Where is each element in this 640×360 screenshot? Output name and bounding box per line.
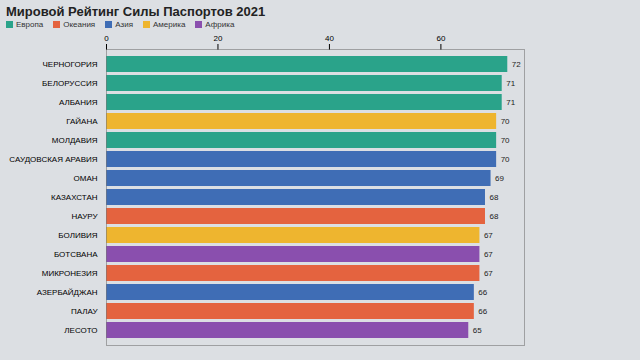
svg-text:67: 67 bbox=[484, 250, 493, 259]
html-text:Азия: Азия bbox=[115, 20, 133, 29]
svg-text:ЧЕРНОГОРИЯ: ЧЕРНОГОРИЯ bbox=[43, 60, 98, 69]
svg-text:68: 68 bbox=[489, 212, 498, 221]
svg-text:МИКРОНЕЗИЯ: МИКРОНЕЗИЯ bbox=[42, 269, 98, 278]
svg-text:40: 40 bbox=[325, 34, 334, 43]
html-text:Америка: Америка bbox=[153, 20, 186, 29]
svg-text:68: 68 bbox=[489, 193, 498, 202]
svg-text:67: 67 bbox=[484, 231, 493, 240]
svg-text:71: 71 bbox=[506, 79, 515, 88]
svg-text:ГАЙАНА: ГАЙАНА bbox=[66, 117, 98, 126]
svg-text:НАУРУ: НАУРУ bbox=[71, 212, 98, 221]
svg-text:66: 66 bbox=[478, 288, 487, 297]
svg-text:60: 60 bbox=[436, 34, 445, 43]
svg-text:70: 70 bbox=[501, 117, 510, 126]
svg-text:72: 72 bbox=[512, 60, 521, 69]
html-text:Мировой Рейтинг Силы Паспортов: Мировой Рейтинг Силы Паспортов 2021 bbox=[6, 4, 266, 19]
svg-text:66: 66 bbox=[478, 307, 487, 316]
svg-text:ЛЕСОТО: ЛЕСОТО bbox=[64, 326, 97, 335]
svg-text:АЛБАНИЯ: АЛБАНИЯ bbox=[59, 98, 98, 107]
svg-text:70: 70 bbox=[501, 155, 510, 164]
svg-text:65: 65 bbox=[473, 326, 482, 335]
svg-text:67: 67 bbox=[484, 269, 493, 278]
svg-text:ПАЛАУ: ПАЛАУ bbox=[71, 307, 98, 316]
svg-text:20: 20 bbox=[214, 34, 223, 43]
svg-text:0: 0 bbox=[104, 34, 109, 43]
svg-text:МОЛДАВИЯ: МОЛДАВИЯ bbox=[52, 136, 98, 145]
svg-text:БОЛИВИЯ: БОЛИВИЯ bbox=[58, 231, 97, 240]
html-text:Европа: Европа bbox=[16, 20, 44, 29]
svg-text:69: 69 bbox=[495, 174, 504, 183]
svg-text:БЕЛОРУССИЯ: БЕЛОРУССИЯ bbox=[42, 79, 98, 88]
html-text:Африка: Африка bbox=[205, 20, 235, 29]
svg-text:АЗЕРБАЙДЖАН: АЗЕРБАЙДЖАН bbox=[37, 288, 98, 297]
svg-text:САУДОВСКАЯ АРАВИЯ: САУДОВСКАЯ АРАВИЯ bbox=[9, 155, 97, 164]
html-text:Океания: Океания bbox=[63, 20, 96, 29]
svg-text:ОМАН: ОМАН bbox=[74, 174, 98, 183]
svg-text:70: 70 bbox=[501, 136, 510, 145]
svg-text:БОТСВАНА: БОТСВАНА bbox=[54, 250, 98, 259]
svg-text:71: 71 bbox=[506, 98, 515, 107]
svg-text:КАЗАХСТАН: КАЗАХСТАН bbox=[51, 193, 98, 202]
